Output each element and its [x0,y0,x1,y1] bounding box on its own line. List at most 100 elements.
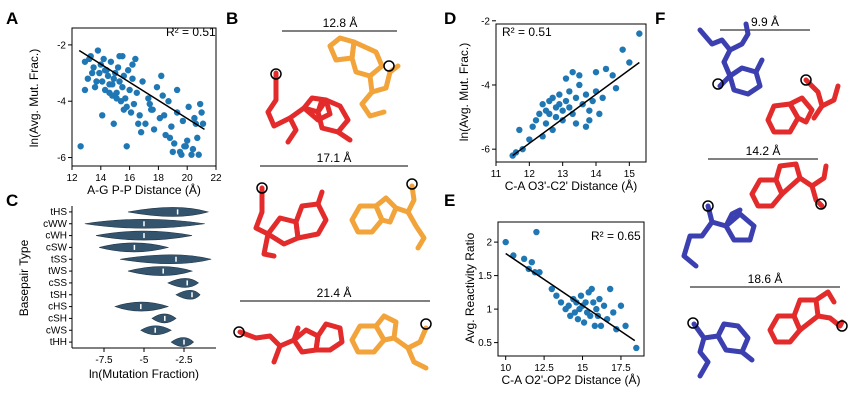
data-point [135,120,142,127]
y-category-label: cWS [46,325,67,336]
data-point [562,97,570,105]
distance-label: 18.6 Å [748,271,783,286]
data-point [516,126,523,134]
atom-highlight-circle [815,198,827,210]
panel-f-structures: 9.9 Å 14.2 Å [681,14,848,379]
panel-label-e: E [444,191,455,210]
data-point [502,238,509,246]
data-point [84,75,92,82]
red-nucleotide-molecule [253,185,329,259]
data-point [189,145,197,153]
y-category-label: tSS [51,254,67,265]
chart-e-scatter: 10 12.5 15 17.5 0.5 1 1.5 2 R² = 0.65 C-A O2'-OP2… [463,221,645,387]
atom-highlight-circle [406,178,418,190]
atom-highlight-circle [256,182,268,194]
y-tick-label: 1.5 [478,271,492,282]
data-point [106,89,113,96]
data-point [576,72,583,79]
r-squared-annotation: R² = 0.51 [166,25,216,39]
data-point [589,97,596,105]
data-point [109,81,116,88]
data-point [571,309,579,316]
structure-f3: 18.6 Å [687,271,848,379]
data-point [586,107,593,114]
data-point [194,134,201,142]
data-point [590,299,597,306]
data-point [582,299,589,306]
y-tick-label: 0.5 [478,338,492,349]
data-point [116,52,123,60]
y-category-label: tWS [48,266,67,277]
regression-line [78,49,205,131]
r-squared-annotation: R² = 0.51 [502,25,552,39]
violin-shape [127,207,210,217]
data-point [94,47,102,54]
data-point [549,126,556,134]
data-point [166,134,174,142]
y-category-label: cSW [46,242,68,253]
data-point [548,285,555,293]
data-point [556,101,563,108]
data-point [617,302,625,309]
data-point [113,89,120,96]
data-point [107,58,115,65]
x-tick-label: 11 [491,169,502,180]
r-squared-annotation: R² = 0.65 [591,229,641,243]
data-point [127,109,135,116]
data-point [546,110,553,118]
x-tick-label: 18 [153,173,165,184]
data-point [576,81,583,89]
y-category-label: cWW [43,219,67,230]
data-point [602,65,610,73]
data-point [520,255,528,263]
data-point [119,83,126,91]
blue-nucleotide-molecule [697,21,765,97]
data-point [580,319,588,326]
data-point [137,129,145,136]
data-point [557,299,565,306]
data-point [185,103,192,111]
data-point [188,151,195,158]
atom-highlight-circle [420,318,432,330]
data-point [619,46,626,53]
data-point [139,78,146,85]
y-axis-label: ln(Avg. Mut. Frac.) [27,49,41,147]
x-tick-label: 12.5 [534,363,554,374]
data-point [529,123,536,130]
distance-label: 17.1 Å [317,150,352,165]
violin-shape [167,278,199,288]
y-category-label: cWH [45,231,67,242]
x-tick-label: 13 [557,169,569,180]
y-category-label: tHH [50,337,67,348]
data-point [179,117,187,125]
x-tick-label: 16 [124,173,136,184]
atom-highlight-circle [233,326,245,338]
y-tick-label: -2 [57,40,66,51]
structure-b1: 12.8 Å [265,15,401,145]
data-point [586,117,593,124]
y-tick-label: 2 [486,238,492,249]
distance-label: 12.8 Å [323,15,358,30]
orange-nucleotide-molecule [327,35,401,119]
panel-label-b: B [226,9,238,28]
data-point [130,100,138,108]
data-point [145,95,152,102]
violin-shape [151,313,177,324]
blue-nucleotide-molecule [681,203,757,269]
data-point [198,109,205,116]
x-axis-label: C-A O2'-OP2 Distance (Å) [502,372,641,387]
data-point [110,75,117,82]
data-point [600,302,608,309]
violin-shape [127,266,194,276]
data-point [99,78,106,85]
blue-nucleotide-molecule [691,321,755,379]
data-point [556,91,563,98]
structure-b3: 21.4 Å [233,285,432,371]
y-category-label: tSH [50,290,67,301]
data-point [146,100,153,108]
data-point [126,86,133,94]
regression-line [505,252,636,342]
data-point [199,120,207,127]
y-category-label: tHS [50,207,67,218]
data-point [153,83,161,91]
